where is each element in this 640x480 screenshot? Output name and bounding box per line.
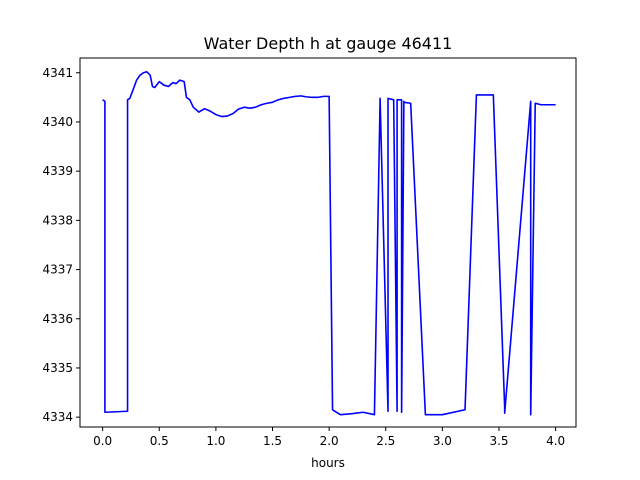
x-tick-label: 4.0 — [546, 434, 565, 448]
x-tick-label: 3.0 — [433, 434, 452, 448]
y-tick-label: 4340 — [42, 115, 73, 129]
x-tick-label: 2.5 — [376, 434, 395, 448]
x-axis: 0.0 0.5 1.0 1.5 2.0 2.5 3.0 3.5 4.0 — [93, 427, 565, 448]
x-tick-label: 3.5 — [489, 434, 508, 448]
series-line-0 — [102, 70, 556, 416]
plot-area — [102, 70, 556, 416]
axes-frame — [79, 57, 577, 428]
x-tick-label: 1.0 — [206, 434, 225, 448]
x-tick-label: 0.5 — [150, 434, 169, 448]
y-tick-label: 4337 — [42, 263, 73, 277]
x-tick-label: 0.0 — [93, 434, 112, 448]
y-tick-label: 4338 — [42, 213, 73, 227]
x-tick-label: 1.5 — [263, 434, 282, 448]
x-axis-label: hours — [311, 456, 345, 470]
x-tick-label: 2.0 — [320, 434, 339, 448]
y-tick-label: 4341 — [42, 66, 73, 80]
y-tick-label: 4336 — [42, 312, 73, 326]
y-tick-label: 4335 — [42, 361, 73, 375]
chart-title: Water Depth h at gauge 46411 — [204, 34, 453, 53]
y-tick-label: 4334 — [42, 410, 73, 424]
y-tick-label: 4339 — [42, 164, 73, 178]
y-axis: 4334 4335 4336 4337 4338 4339 4340 4341 — [42, 66, 80, 424]
